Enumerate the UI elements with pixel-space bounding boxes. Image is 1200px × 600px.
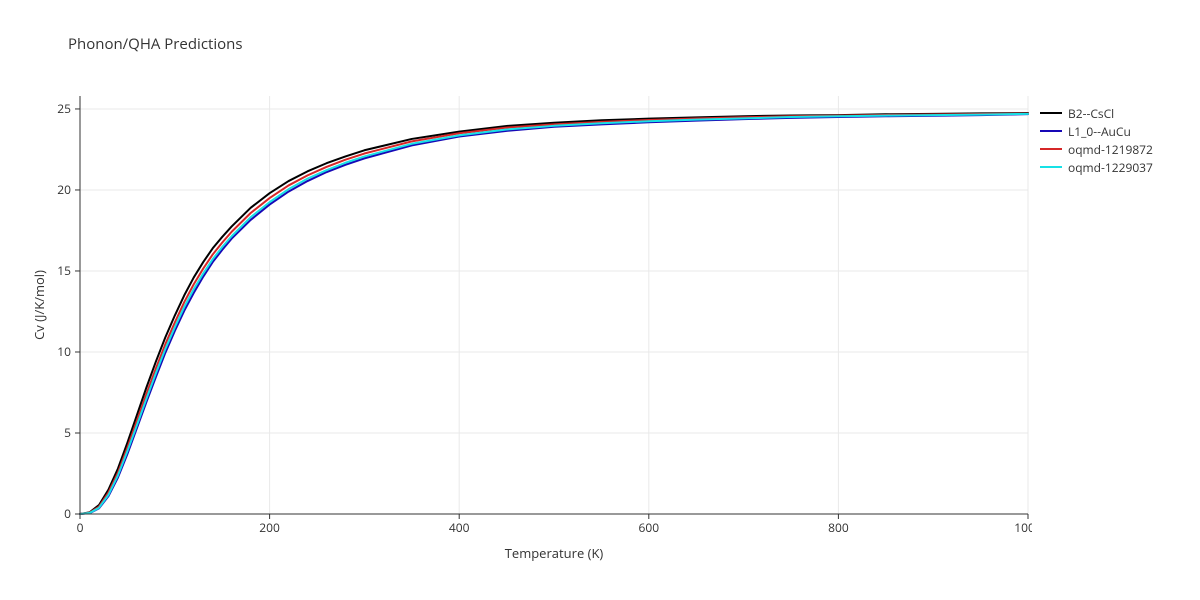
legend-item[interactable]: oqmd-1229037 bbox=[1040, 158, 1153, 176]
y-tick-label: 20 bbox=[57, 181, 71, 198]
x-tick-label: 1000 bbox=[1014, 519, 1032, 536]
legend: B2--CsClL1_0--AuCuoqmd-1219872oqmd-12290… bbox=[1040, 104, 1153, 176]
legend-label: oqmd-1219872 bbox=[1068, 141, 1153, 158]
legend-item[interactable]: B2--CsCl bbox=[1040, 104, 1153, 122]
x-tick-label: 600 bbox=[639, 519, 660, 536]
legend-label: oqmd-1229037 bbox=[1068, 159, 1153, 176]
y-axis-label: Cv (J/K/mol) bbox=[30, 270, 48, 340]
y-tick-label: 5 bbox=[64, 424, 71, 441]
legend-swatch bbox=[1040, 112, 1062, 114]
legend-item[interactable]: oqmd-1219872 bbox=[1040, 140, 1153, 158]
y-tick-label: 15 bbox=[57, 262, 71, 279]
y-tick-label: 10 bbox=[57, 343, 71, 360]
chart-title: Phonon/QHA Predictions bbox=[68, 34, 243, 54]
x-tick-label: 0 bbox=[77, 519, 84, 536]
legend-swatch bbox=[1040, 148, 1062, 150]
legend-label: L1_0--AuCu bbox=[1068, 123, 1131, 140]
legend-label: B2--CsCl bbox=[1068, 105, 1114, 122]
legend-item[interactable]: L1_0--AuCu bbox=[1040, 122, 1153, 140]
x-tick-label: 200 bbox=[259, 519, 280, 536]
y-tick-label: 25 bbox=[57, 100, 71, 117]
x-axis-label: Temperature (K) bbox=[505, 544, 604, 562]
plot-area: 020040060080010000510152025Temperature (… bbox=[80, 96, 1028, 514]
x-tick-label: 400 bbox=[449, 519, 470, 536]
legend-swatch bbox=[1040, 130, 1062, 132]
legend-swatch bbox=[1040, 166, 1062, 168]
chart-page: Phonon/QHA Predictions 02004006008001000… bbox=[0, 0, 1200, 600]
y-tick-label: 0 bbox=[64, 505, 71, 522]
x-tick-label: 800 bbox=[828, 519, 849, 536]
